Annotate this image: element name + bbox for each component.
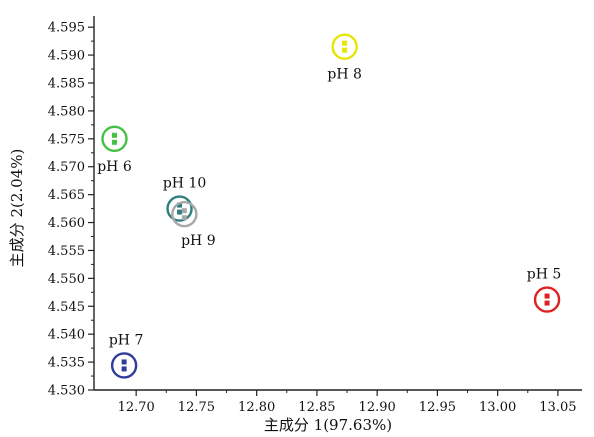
y-tick-label: 4.530: [48, 384, 85, 399]
point-label: pH 10: [163, 176, 206, 192]
y-tick-label: 4.545: [48, 300, 85, 315]
y-tick-label: 4.585: [48, 76, 85, 91]
y-tick-label: 4.555: [48, 244, 85, 259]
point-ph-7: pH 7: [109, 332, 144, 379]
y-tick-label: 4.570: [48, 160, 85, 175]
point-marker: [181, 208, 187, 214]
point-ph-6: pH 6: [97, 125, 132, 175]
point-label: pH 8: [327, 67, 362, 83]
y-tick-label: 4.590: [48, 49, 85, 64]
point-marker: [342, 47, 348, 53]
x-tick-label: 12.80: [238, 400, 275, 415]
point-marker: [177, 202, 183, 208]
point-ring: [166, 195, 193, 222]
x-axis-title: 主成分 1(97.63%): [264, 416, 392, 434]
point-marker: [121, 359, 127, 365]
y-tick-label: 4.565: [48, 188, 85, 203]
point-ring: [101, 125, 128, 153]
point-label: pH 7: [109, 332, 144, 348]
point-ph-5: pH 5: [527, 267, 562, 313]
y-tick-label: 4.535: [48, 356, 85, 371]
point-label: pH 5: [527, 267, 562, 283]
y-tick-label: 4.595: [48, 21, 85, 36]
point-ring: [110, 352, 138, 379]
x-tick-label: 12.90: [359, 400, 396, 415]
y-tick-label: 4.575: [48, 132, 85, 147]
point-ring: [533, 286, 561, 313]
y-tick-label: 4.580: [48, 104, 85, 119]
point-ring: [171, 200, 198, 228]
x-tick-label: 12.70: [118, 400, 155, 415]
axes: 4.530 4.535 4.540 4.545 4.550 4.555 4.560 4.565…: [48, 16, 582, 415]
point-marker: [111, 132, 117, 138]
x-tick-label: 13.05: [539, 400, 576, 415]
y-tick-label: 4.550: [48, 272, 85, 287]
point-marker: [181, 215, 187, 221]
point-ph-10: pH 10: [163, 176, 206, 222]
y-tick-label: 4.560: [48, 216, 85, 231]
point-marker: [544, 300, 550, 306]
x-tick-label: 12.85: [298, 400, 335, 415]
point-ph-8: pH 8: [327, 33, 362, 83]
x-tick-label: 13.00: [479, 400, 516, 415]
y-tick-label: 4.540: [48, 328, 85, 343]
point-ring: [331, 33, 358, 60]
point-marker: [544, 293, 550, 299]
point-marker: [177, 209, 183, 215]
point-marker: [342, 40, 348, 46]
x-tick-label: 12.75: [178, 400, 215, 415]
data-points: pH 8 pH 6 pH 10 pH 9 pH 5 pH 7: [97, 33, 562, 379]
point-marker: [111, 139, 117, 145]
point-marker: [121, 366, 127, 372]
point-label: pH 6: [97, 159, 132, 175]
x-tick-label: 12.95: [419, 400, 456, 415]
point-ph-9: pH 9: [171, 200, 216, 249]
y-axis-title: 主成分 2(2.04%): [8, 149, 26, 268]
point-label: pH 9: [181, 233, 216, 249]
